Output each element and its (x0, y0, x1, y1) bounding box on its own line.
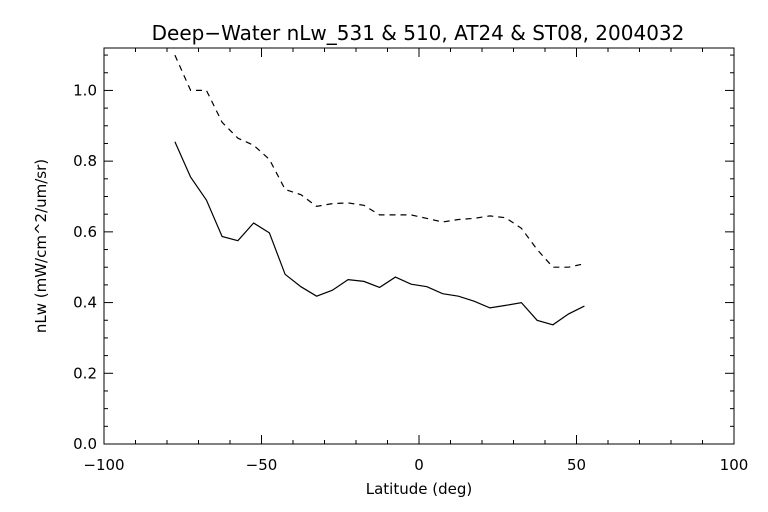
y-tick-label: 0.4 (73, 294, 97, 312)
y-tick-label: 1.0 (73, 81, 97, 99)
x-tick-label: 0 (414, 456, 424, 474)
y-tick-label: 0.2 (73, 364, 97, 382)
plot-frame (103, 47, 735, 445)
plot-area: −100 −50 0 50 100 0.0 0.2 0.4 0.6 0.8 1.0 (73, 47, 748, 474)
series-line-nlw-510 (174, 54, 585, 268)
y-tick-label: 0.0 (73, 435, 97, 453)
y-tick-label: 0.8 (73, 152, 97, 170)
x-axis-label: Latitude (deg) (366, 480, 472, 498)
x-tick-label: 100 (720, 456, 749, 474)
axis-tick-labels: −100 −50 0 50 100 0.0 0.2 0.4 0.6 0.8 1.0 (73, 81, 748, 474)
axis-ticks (103, 48, 735, 445)
x-tick-label: −50 (246, 456, 278, 474)
chart-title: Deep−Water nLw_531 & 510, AT24 & ST08, 2… (152, 21, 685, 45)
series-group (174, 54, 585, 326)
series-line-nlw-531 (174, 141, 585, 326)
x-tick-label: −100 (83, 456, 124, 474)
y-axis-label: nLw (mW/cm^2/um/sr) (32, 159, 50, 333)
x-tick-label: 50 (567, 456, 586, 474)
y-tick-label: 0.6 (73, 223, 97, 241)
